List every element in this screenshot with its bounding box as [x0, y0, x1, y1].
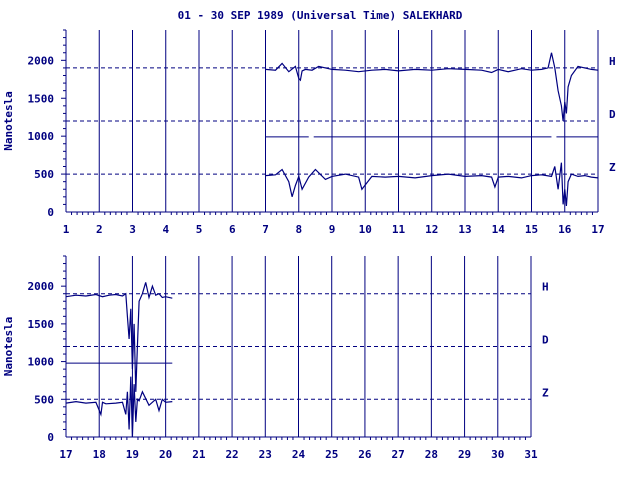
y-tick-label: 2000	[28, 54, 55, 67]
y-tick-label: 1500	[28, 318, 55, 331]
series-z-line	[265, 162, 599, 206]
x-tick-label: 22	[225, 448, 238, 461]
component-label-d: D	[609, 108, 616, 121]
x-tick-label: 17	[591, 223, 604, 236]
y-tick-label: 0	[47, 206, 54, 219]
x-tick-label: 12	[425, 223, 438, 236]
x-tick-label: 4	[162, 223, 169, 236]
page-title: 01 - 30 SEP 1989 (Universal Time) SALEKH…	[177, 9, 463, 22]
component-label-z: Z	[542, 386, 549, 399]
x-tick-label: 31	[524, 448, 538, 461]
x-tick-label: 26	[358, 448, 372, 461]
x-tick-label: 16	[558, 223, 572, 236]
x-tick-label: 10	[359, 223, 372, 236]
x-tick-label: 29	[458, 448, 471, 461]
y-tick-label: 1000	[28, 356, 55, 369]
y-tick-label: 1500	[28, 92, 55, 105]
x-tick-label: 17	[59, 448, 72, 461]
x-tick-label: 19	[126, 448, 139, 461]
y-tick-label: 2000	[28, 280, 55, 293]
x-tick-label: 2	[96, 223, 103, 236]
y-tick-label: 0	[47, 431, 54, 444]
x-tick-label: 27	[392, 448, 405, 461]
x-tick-label: 28	[425, 448, 438, 461]
x-tick-label: 8	[295, 223, 302, 236]
component-label-h: H	[542, 281, 549, 294]
series-h-line	[265, 52, 599, 122]
x-tick-label: 14	[492, 223, 506, 236]
y-tick-label: 500	[34, 393, 54, 406]
x-tick-label: 5	[196, 223, 203, 236]
x-tick-label: 11	[392, 223, 406, 236]
x-tick-label: 15	[525, 223, 538, 236]
x-tick-label: 6	[229, 223, 236, 236]
x-tick-label: 23	[259, 448, 272, 461]
x-tick-label: 21	[192, 448, 206, 461]
y-axis-label: Nanotesla	[2, 317, 15, 377]
x-tick-label: 9	[329, 223, 336, 236]
x-tick-label: 24	[292, 448, 306, 461]
series-h-line	[65, 282, 173, 392]
chart-panel-bottom: 0 500 1000 1500 2000 17 18 19 20 21 22 23 24 25 26 27 28…	[2, 255, 549, 461]
x-tick-label: 20	[159, 448, 172, 461]
x-tick-label: 30	[491, 448, 504, 461]
x-tick-label: 18	[93, 448, 106, 461]
y-tick-label: 1000	[28, 130, 55, 143]
series-z-line	[65, 376, 173, 438]
x-tick-label: 3	[129, 223, 136, 236]
component-label-z: Z	[609, 161, 616, 174]
x-tick-label: 7	[262, 223, 269, 236]
x-tick-label: 13	[458, 223, 471, 236]
y-axis-label: Nanotesla	[2, 91, 15, 151]
component-label-h: H	[609, 55, 616, 68]
y-tick-label: 500	[34, 168, 54, 181]
x-tick-label: 25	[325, 448, 338, 461]
component-label-d: D	[542, 334, 549, 347]
x-tick-label: 1	[63, 223, 70, 236]
